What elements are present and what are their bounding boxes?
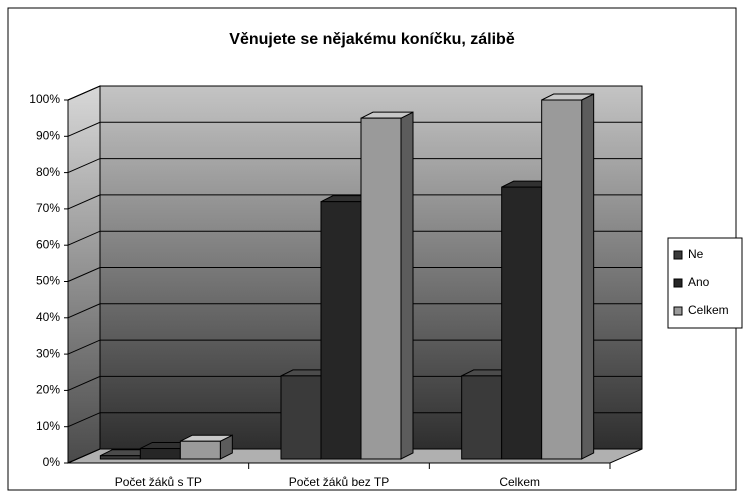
x-tick-label: Počet žáků bez TP: [289, 475, 390, 489]
y-tick-label: 40%: [36, 310, 60, 324]
bar: [139, 447, 181, 460]
grid-line: [67, 85, 642, 101]
y-tick-label: 60%: [36, 237, 60, 251]
legend-label: Ne: [688, 247, 704, 261]
y-tick-label: 0%: [43, 455, 61, 469]
grid-line: [67, 158, 642, 174]
legend-swatch: [673, 250, 683, 260]
grid-line: [67, 194, 642, 210]
grid-line: [67, 121, 642, 137]
y-tick-label: 80%: [36, 165, 60, 179]
bar: [541, 99, 583, 460]
legend-swatch: [673, 278, 683, 288]
y-tick-label: 90%: [36, 128, 60, 142]
bar: [501, 186, 543, 460]
bar-side: [581, 93, 595, 460]
bar: [360, 117, 402, 460]
y-tick-label: 30%: [36, 346, 60, 360]
bar: [320, 201, 362, 460]
grid-line: [67, 303, 642, 319]
x-tick-label: Celkem: [499, 475, 540, 489]
grid-line: [67, 339, 642, 355]
chart-title: Věnujete se nějakému koníčku, zálibě: [229, 31, 515, 48]
bar-side: [400, 111, 414, 460]
legend-label: Ano: [688, 275, 710, 289]
bar: [179, 440, 221, 460]
bar: [280, 375, 322, 460]
grid-line: [67, 267, 642, 282]
bar: [99, 455, 141, 460]
y-tick-label: 10%: [36, 419, 60, 433]
y-tick-label: 50%: [36, 274, 60, 288]
bar: [461, 375, 503, 460]
y-tick-label: 70%: [36, 201, 60, 215]
x-tick-label: Počet žáků s TP: [115, 475, 202, 489]
y-tick-label: 100%: [29, 92, 60, 106]
legend-label: Celkem: [688, 303, 729, 317]
legend-swatch: [673, 306, 683, 316]
y-tick-label: 20%: [36, 383, 60, 397]
grid-line: [67, 230, 642, 246]
